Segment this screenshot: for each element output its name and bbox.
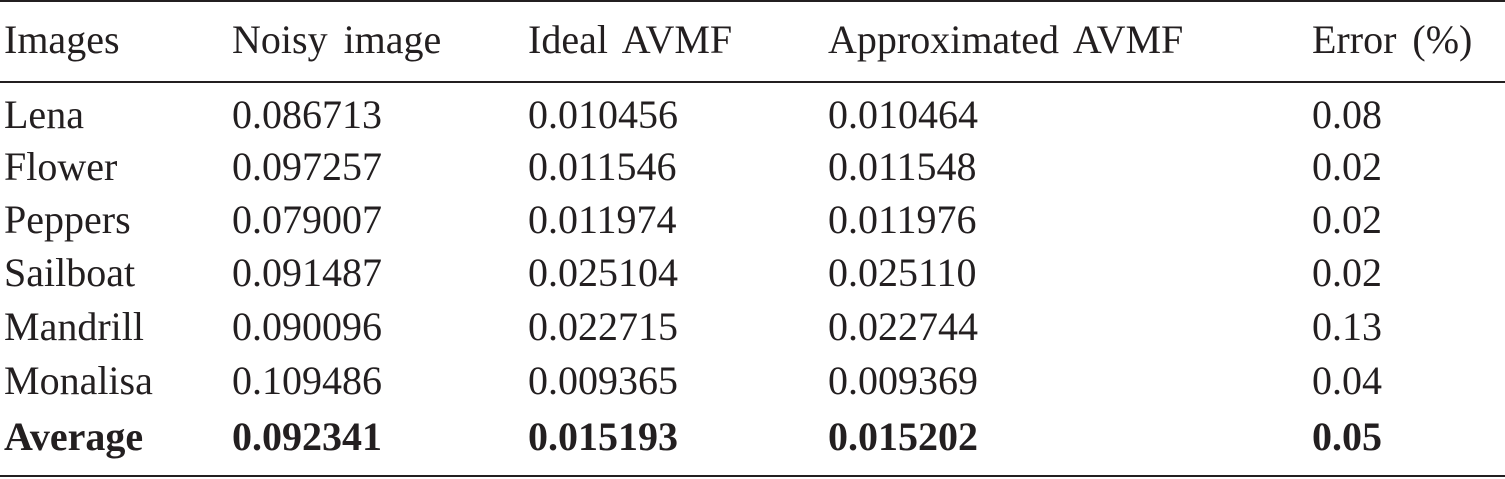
- header-cell: Noisy image: [232, 17, 442, 62]
- table-cell: Lena: [4, 92, 84, 137]
- table-cell: Peppers: [4, 197, 131, 242]
- table-cell: 0.109486: [232, 358, 382, 403]
- table-cell: 0.08: [1312, 92, 1382, 137]
- header-cell: Approximated AVMF: [828, 17, 1184, 62]
- table-cell: 0.086713: [232, 92, 382, 137]
- table-cell: Sailboat: [4, 250, 136, 295]
- header-cell: Images: [4, 17, 120, 62]
- table-cell: 0.011976: [828, 197, 977, 242]
- table-cell: 0.091487: [232, 250, 382, 295]
- table-cell: 0.090096: [232, 304, 382, 349]
- summary-cell: 0.05: [1312, 414, 1382, 459]
- table-cell: Mandrill: [4, 304, 144, 349]
- table-cell: 0.13: [1312, 304, 1382, 349]
- table-cell: 0.02: [1312, 144, 1382, 189]
- top-rule: [0, 0, 1505, 2]
- table-cell: 0.097257: [232, 144, 382, 189]
- table-cell: 0.025104: [528, 250, 678, 295]
- table-cell: 0.02: [1312, 197, 1382, 242]
- table-cell: 0.011974: [528, 197, 677, 242]
- summary-cell: 0.092341: [232, 414, 382, 459]
- table-cell: 0.010456: [528, 92, 678, 137]
- table-cell: 0.011548: [828, 144, 977, 189]
- table-cell: 0.011546: [528, 144, 677, 189]
- table-cell: Flower: [4, 144, 118, 189]
- header-rule: [0, 81, 1505, 83]
- summary-cell: Average: [4, 414, 144, 459]
- header-cell: Ideal AVMF: [528, 17, 733, 62]
- table-cell: 0.02: [1312, 250, 1382, 295]
- bottom-rule: [0, 475, 1505, 477]
- table-cell: 0.022744: [828, 304, 978, 349]
- summary-cell: 0.015202: [828, 414, 978, 459]
- header-cell: Error (%): [1312, 17, 1473, 62]
- table-cell: 0.009365: [528, 358, 678, 403]
- table-cell: 0.025110: [828, 250, 977, 295]
- table-cell: 0.010464: [828, 92, 978, 137]
- summary-cell: 0.015193: [528, 414, 678, 459]
- table-cell: 0.079007: [232, 197, 382, 242]
- table-cell: 0.022715: [528, 304, 678, 349]
- table-cell: 0.04: [1312, 358, 1382, 403]
- table-cell: 0.009369: [828, 358, 978, 403]
- table-cell: Monalisa: [4, 358, 153, 403]
